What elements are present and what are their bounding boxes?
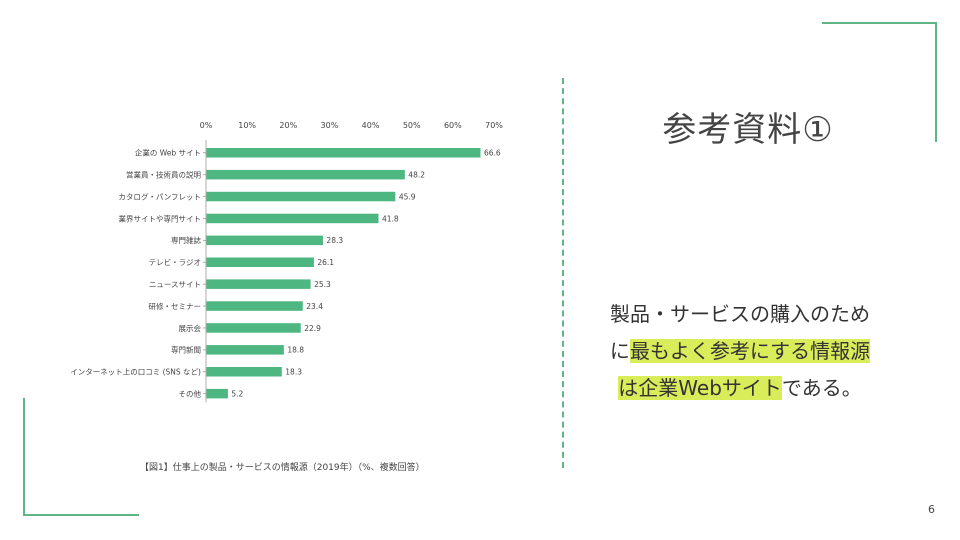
bar — [206, 323, 301, 333]
bar — [206, 235, 323, 246]
body-line-1: 製品・サービスの購入のため — [610, 302, 870, 326]
category-label: テレビ・ラジオ — [149, 258, 201, 267]
x-tick-label: 20% — [279, 121, 297, 130]
x-tick-label: 10% — [238, 121, 256, 130]
bar-value-label: 25.3 — [314, 280, 331, 289]
body-line-2-highlight: 最もよく参考にする情報源 — [629, 339, 871, 363]
bar — [206, 191, 396, 202]
x-tick-label: 0% — [200, 121, 213, 130]
bar — [206, 279, 311, 289]
x-tick-label: 30% — [321, 121, 339, 130]
chart-caption: 【図1】仕事上の製品・サービスの情報源（2019年）（%、複数回答） — [140, 463, 425, 473]
category-label: その他 — [179, 388, 202, 398]
category-label: 業界サイトや専門サイト — [119, 213, 202, 223]
body-text: 製品・サービスの購入のため に最もよく参考にする情報源 は企業Webサイトである… — [590, 296, 890, 407]
category-label: 企業の Web サイト — [135, 148, 201, 158]
body-line-3-plain: である。 — [781, 376, 862, 400]
corner-decoration-top-horizontal — [822, 22, 937, 24]
x-tick-label: 40% — [362, 121, 380, 130]
bar-value-label: 23.4 — [306, 302, 323, 311]
bar — [206, 169, 405, 180]
bar-value-label: 5.2 — [231, 389, 243, 398]
bar-value-label: 18.3 — [285, 368, 302, 377]
x-tick-label: 60% — [444, 121, 462, 130]
x-tick-label: 70% — [485, 121, 503, 130]
page-number: 6 — [928, 503, 935, 516]
bar — [206, 301, 303, 311]
bar-value-label: 18.8 — [287, 346, 304, 355]
bar — [206, 345, 284, 355]
body-line-2: に最もよく参考にする情報源 — [590, 333, 890, 370]
bar-value-label: 22.9 — [304, 324, 321, 333]
bar — [206, 367, 282, 377]
bar-chart: 0% 10% 20% 30% 40% 50% 60% 70% 企業の Web サイト 66.6 営業… — [60, 112, 530, 412]
bar — [206, 388, 228, 399]
category-label: インターネット上の口コミ (SNS など) — [70, 368, 201, 377]
bar — [206, 213, 379, 224]
bar-value-label: 28.3 — [326, 236, 343, 245]
body-line-2-plain: に — [609, 339, 630, 363]
bar-value-label: 26.1 — [317, 258, 334, 267]
bar-value-label: 41.8 — [382, 214, 399, 223]
corner-decoration-bottom-horizontal — [23, 514, 139, 516]
body-line-3-highlight: は企業Webサイト — [618, 376, 782, 400]
category-label: 営業員・技術員の説明 — [126, 169, 201, 179]
corner-decoration-bottom-vertical — [23, 398, 25, 516]
category-label: カタログ・パンフレット — [118, 191, 201, 201]
category-label: 研修・セミナー — [149, 301, 202, 311]
category-label: 専門新聞 — [171, 345, 201, 355]
bar — [206, 257, 314, 267]
slide-title: 参考資料① — [662, 110, 834, 150]
body-line-3: は企業Webサイトである。 — [590, 370, 890, 407]
corner-decoration-top-vertical — [935, 22, 937, 142]
x-tick-label: 50% — [403, 121, 421, 130]
bar-value-label: 45.9 — [399, 192, 416, 201]
bar — [206, 148, 481, 158]
bar-value-label: 66.6 — [484, 149, 501, 158]
category-label: 専門雑誌 — [171, 235, 201, 245]
category-label: 展示会 — [179, 323, 202, 333]
chart-svg: 0% 10% 20% 30% 40% 50% 60% 70% 企業の Web サイト 66.6 営業… — [70, 121, 503, 403]
bar-value-label: 48.2 — [408, 170, 425, 179]
category-label: ニュースサイト — [149, 280, 201, 289]
dashed-divider — [562, 78, 564, 468]
